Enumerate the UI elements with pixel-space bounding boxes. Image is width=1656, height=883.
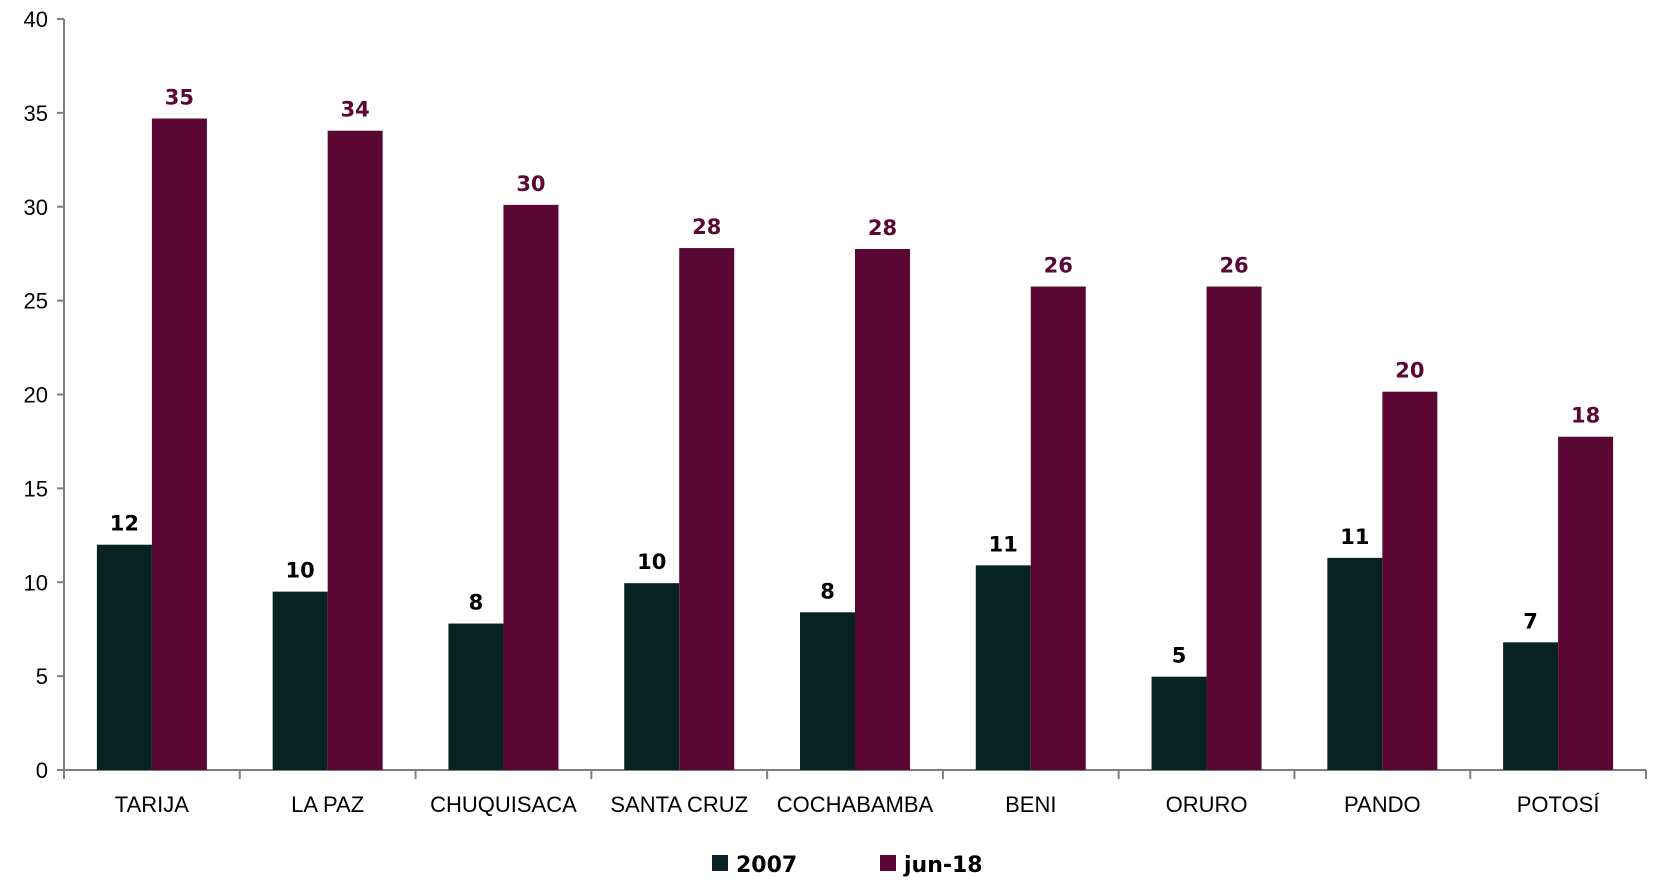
bar xyxy=(1558,437,1613,770)
data-label: 30 xyxy=(516,172,545,196)
legend-label: jun-18 xyxy=(903,853,983,878)
bar xyxy=(855,249,910,770)
x-category-label: BENI xyxy=(1005,792,1056,817)
bars xyxy=(97,119,1613,770)
x-axis: TARIJA LA PAZ CHUQUISACA SANTA CRUZ COCHABAM… xyxy=(64,770,1646,817)
data-label: 28 xyxy=(692,215,721,239)
y-axis: 0 5 10 15 20 25 30 35 40 xyxy=(24,7,64,783)
y-tick-label: 0 xyxy=(36,758,48,783)
data-label: 10 xyxy=(286,559,315,583)
data-label: 18 xyxy=(1571,404,1600,428)
data-label: 26 xyxy=(1044,254,1073,278)
bar xyxy=(273,592,328,770)
legend-swatch xyxy=(712,855,728,871)
x-category-label: SANTA CRUZ xyxy=(610,792,748,817)
bar xyxy=(976,565,1031,770)
bar xyxy=(679,248,734,770)
bar xyxy=(1327,558,1382,770)
bar xyxy=(1152,677,1207,770)
x-category-label: TARIJA xyxy=(115,792,189,817)
bar xyxy=(1207,287,1262,770)
data-label: 20 xyxy=(1395,359,1424,383)
data-label: 8 xyxy=(820,579,835,603)
data-label: 11 xyxy=(1340,525,1369,549)
legend-swatch xyxy=(880,855,896,871)
legend: 2007 jun-18 xyxy=(712,853,983,878)
data-label: 10 xyxy=(637,550,666,574)
data-label: 7 xyxy=(1523,609,1538,633)
bar xyxy=(1031,287,1086,770)
x-category-label: LA PAZ xyxy=(291,792,364,817)
bar xyxy=(800,612,855,770)
data-label: 11 xyxy=(989,532,1018,556)
bar xyxy=(97,545,152,770)
bar xyxy=(328,131,383,770)
y-tick-label: 40 xyxy=(24,7,48,32)
bar xyxy=(448,624,503,770)
data-label: 8 xyxy=(469,591,484,615)
x-category-label: PANDO xyxy=(1344,792,1421,817)
y-tick-label: 10 xyxy=(24,570,48,595)
y-tick-label: 15 xyxy=(24,476,48,501)
data-label: 26 xyxy=(1219,254,1248,278)
bar xyxy=(152,119,207,770)
x-category-label: CHUQUISACA xyxy=(430,792,577,817)
data-label: 34 xyxy=(341,98,370,122)
x-category-label: COCHABAMBA xyxy=(777,792,934,817)
bar xyxy=(624,583,679,770)
x-category-label: POTOSÍ xyxy=(1517,792,1601,817)
data-label: 28 xyxy=(868,216,897,240)
data-label: 12 xyxy=(110,512,139,536)
bar xyxy=(1382,392,1437,770)
bar xyxy=(503,205,558,770)
y-tick-label: 25 xyxy=(24,289,48,314)
y-tick-label: 30 xyxy=(24,195,48,220)
data-label: 35 xyxy=(165,86,194,110)
y-tick-label: 35 xyxy=(24,101,48,126)
y-tick-label: 5 xyxy=(36,664,48,689)
legend-label: 2007 xyxy=(736,853,797,878)
bar xyxy=(1503,642,1558,770)
x-category-label: ORURO xyxy=(1166,792,1248,817)
y-tick-label: 20 xyxy=(24,383,48,408)
data-label: 5 xyxy=(1172,644,1187,668)
